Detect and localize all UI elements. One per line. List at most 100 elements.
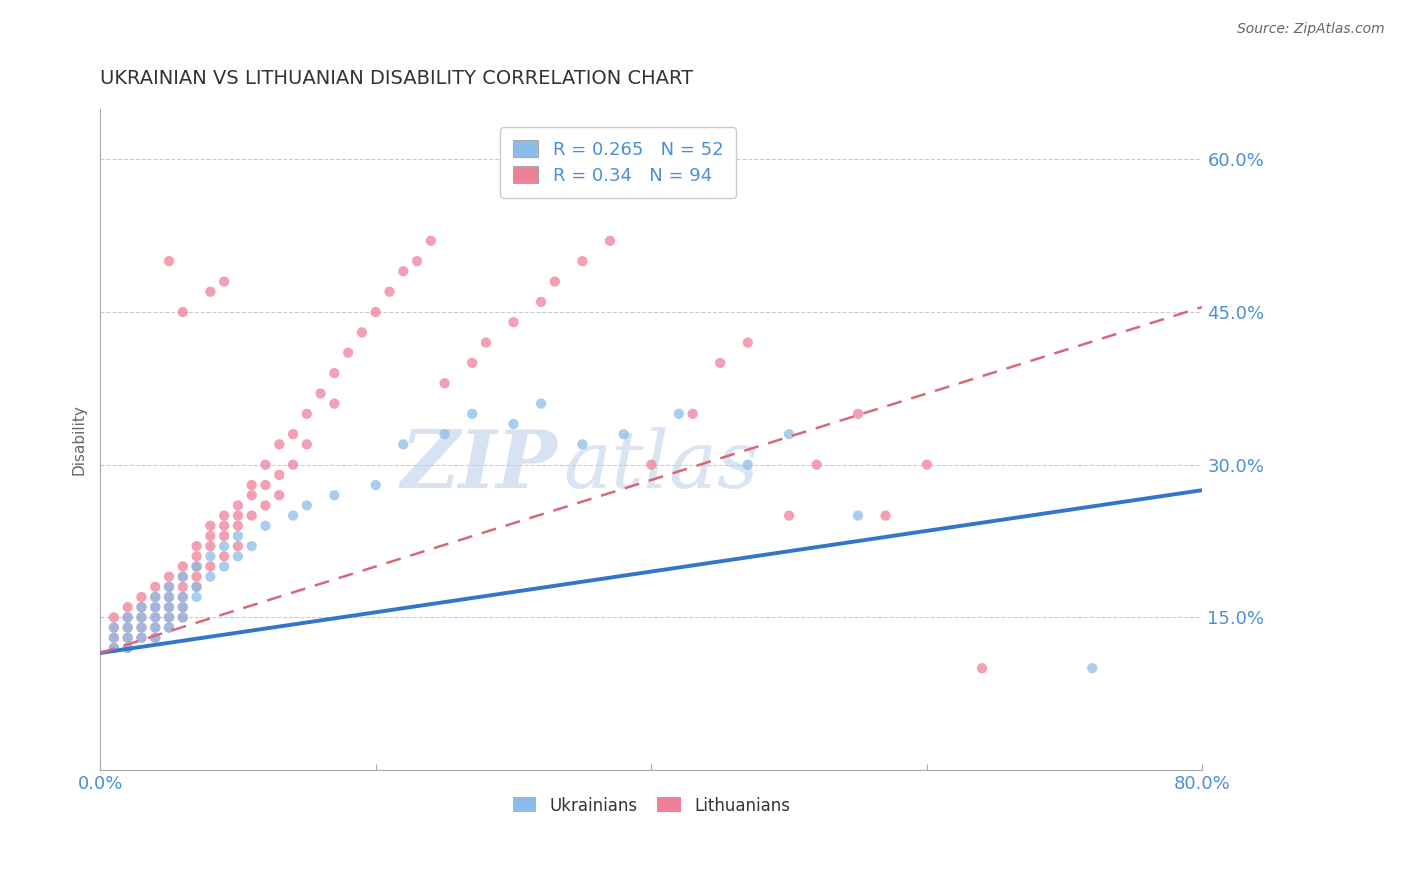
Point	[502, 315, 524, 329]
Point	[502, 417, 524, 431]
Point	[778, 427, 800, 442]
Point	[157, 600, 180, 615]
Point	[172, 600, 194, 615]
Point	[240, 488, 263, 502]
Point	[226, 529, 249, 543]
Point	[143, 610, 166, 624]
Point	[172, 600, 194, 615]
Point	[186, 590, 208, 604]
Point	[364, 305, 387, 319]
Point	[131, 590, 153, 604]
Point	[378, 285, 401, 299]
Point	[157, 621, 180, 635]
Point	[269, 467, 291, 482]
Point	[172, 559, 194, 574]
Point	[350, 326, 373, 340]
Point	[131, 621, 153, 635]
Point	[281, 427, 304, 442]
Point	[737, 335, 759, 350]
Point	[117, 621, 139, 635]
Point	[433, 376, 456, 391]
Point	[172, 580, 194, 594]
Point	[200, 549, 222, 564]
Point	[143, 580, 166, 594]
Point	[157, 610, 180, 624]
Point	[530, 294, 553, 309]
Point	[226, 518, 249, 533]
Point	[254, 458, 277, 472]
Point	[172, 569, 194, 583]
Point	[117, 621, 139, 635]
Point	[970, 661, 993, 675]
Point	[226, 508, 249, 523]
Point	[103, 631, 125, 645]
Point	[392, 264, 415, 278]
Point	[571, 437, 593, 451]
Point	[406, 254, 429, 268]
Y-axis label: Disability: Disability	[72, 404, 86, 475]
Point	[212, 518, 235, 533]
Point	[226, 539, 249, 553]
Point	[668, 407, 690, 421]
Point	[131, 610, 153, 624]
Point	[200, 285, 222, 299]
Point	[212, 539, 235, 553]
Point	[103, 621, 125, 635]
Point	[186, 580, 208, 594]
Point	[599, 234, 621, 248]
Point	[143, 621, 166, 635]
Point	[172, 590, 194, 604]
Point	[103, 640, 125, 655]
Point	[103, 640, 125, 655]
Text: atlas: atlas	[564, 427, 758, 505]
Point	[143, 600, 166, 615]
Point	[131, 621, 153, 635]
Point	[682, 407, 704, 421]
Point	[640, 458, 662, 472]
Legend: Ukrainians, Lithuanians: Ukrainians, Lithuanians	[506, 789, 797, 822]
Point	[212, 508, 235, 523]
Point	[530, 397, 553, 411]
Point	[103, 631, 125, 645]
Point	[157, 580, 180, 594]
Point	[117, 640, 139, 655]
Point	[143, 590, 166, 604]
Point	[131, 600, 153, 615]
Point	[433, 427, 456, 442]
Point	[419, 234, 441, 248]
Point	[200, 559, 222, 574]
Point	[295, 437, 318, 451]
Point	[875, 508, 897, 523]
Point	[186, 580, 208, 594]
Text: Source: ZipAtlas.com: Source: ZipAtlas.com	[1237, 22, 1385, 37]
Point	[571, 254, 593, 268]
Point	[846, 508, 869, 523]
Point	[269, 488, 291, 502]
Point	[186, 559, 208, 574]
Point	[143, 590, 166, 604]
Point	[131, 610, 153, 624]
Point	[157, 610, 180, 624]
Point	[295, 407, 318, 421]
Point	[1081, 661, 1104, 675]
Point	[212, 529, 235, 543]
Point	[103, 621, 125, 635]
Point	[309, 386, 332, 401]
Point	[117, 631, 139, 645]
Point	[131, 631, 153, 645]
Point	[806, 458, 828, 472]
Point	[103, 610, 125, 624]
Point	[323, 366, 346, 380]
Point	[240, 508, 263, 523]
Point	[172, 590, 194, 604]
Point	[117, 600, 139, 615]
Point	[323, 397, 346, 411]
Point	[337, 345, 360, 359]
Point	[475, 335, 498, 350]
Point	[131, 600, 153, 615]
Point	[157, 600, 180, 615]
Point	[200, 518, 222, 533]
Point	[240, 539, 263, 553]
Point	[226, 499, 249, 513]
Point	[143, 610, 166, 624]
